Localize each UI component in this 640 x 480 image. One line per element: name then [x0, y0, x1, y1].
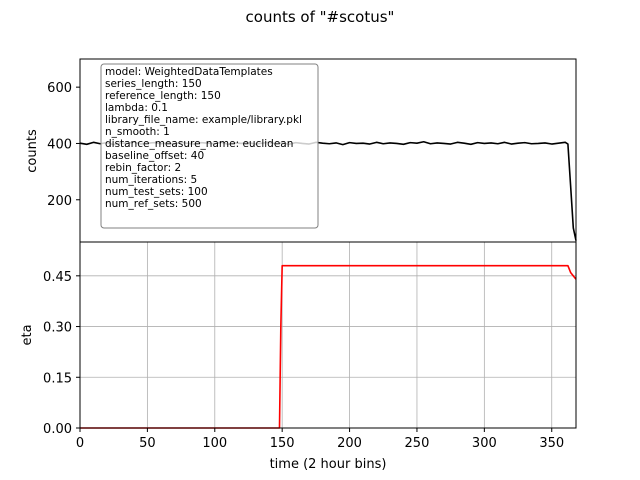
figure-title: counts of "#scotus" [246, 8, 395, 26]
x-tick-label: 250 [405, 436, 430, 451]
parameter-line: model: WeightedDataTemplates [105, 66, 273, 78]
parameter-line: rebin_factor: 2 [105, 162, 181, 174]
x-tick-label: 150 [270, 436, 295, 451]
x-axis-label: time (2 hour bins) [270, 457, 387, 472]
eta-grid [79, 242, 576, 429]
counts-y-tick-label: 200 [47, 194, 72, 209]
parameter-line: n_smooth: 1 [105, 126, 170, 138]
parameter-line: baseline_offset: 40 [105, 150, 204, 162]
x-tick-label: 300 [472, 436, 497, 451]
eta-y-tick-label: 0.15 [43, 371, 72, 386]
parameter-lines: model: WeightedDataTemplatesseries_lengt… [105, 66, 302, 210]
eta-x-ticks: 0 50 100 150 200 250 300 350 [76, 428, 564, 451]
parameter-line: series_length: 150 [105, 78, 202, 90]
eta-series-line [80, 264, 577, 429]
counts-y-ticks: 200 400 600 [47, 81, 80, 209]
parameter-line: num_iterations: 5 [105, 174, 197, 186]
eta-axes-frame [79, 241, 577, 429]
eta-y-tick-label: 0.45 [43, 270, 72, 285]
eta-panel: 0.00 0.15 0.30 0.45 0 50 100 150 200 250 300 350 e… [20, 241, 577, 472]
counts-y-axis-label: counts [25, 129, 40, 173]
parameter-line: lambda: 0.1 [105, 102, 168, 114]
eta-y-tick-label: 0.00 [43, 422, 72, 437]
parameter-line: num_ref_sets: 500 [105, 198, 202, 210]
parameter-text-box: model: WeightedDataTemplatesseries_lengt… [100, 63, 319, 229]
eta-y-ticks: 0.00 0.15 0.30 0.45 [43, 270, 80, 437]
parameter-line: num_test_sets: 100 [105, 186, 208, 198]
x-tick-label: 50 [139, 436, 156, 451]
eta-plot-area [80, 264, 577, 429]
parameter-line: distance_measure_name: euclidean [105, 138, 293, 150]
eta-y-axis-label: eta [20, 324, 35, 345]
x-tick-label: 350 [539, 436, 564, 451]
counts-y-tick-label: 400 [47, 137, 72, 152]
parameter-box-frame [100, 63, 319, 229]
eta-y-tick-label: 0.30 [43, 321, 72, 336]
x-tick-label: 200 [337, 436, 362, 451]
parameter-line: library_file_name: example/library.pkl [105, 114, 302, 126]
counts-y-tick-label: 600 [47, 81, 72, 96]
x-tick-label: 0 [76, 436, 84, 451]
x-tick-label: 100 [202, 436, 227, 451]
parameter-line: reference_length: 150 [105, 90, 221, 102]
